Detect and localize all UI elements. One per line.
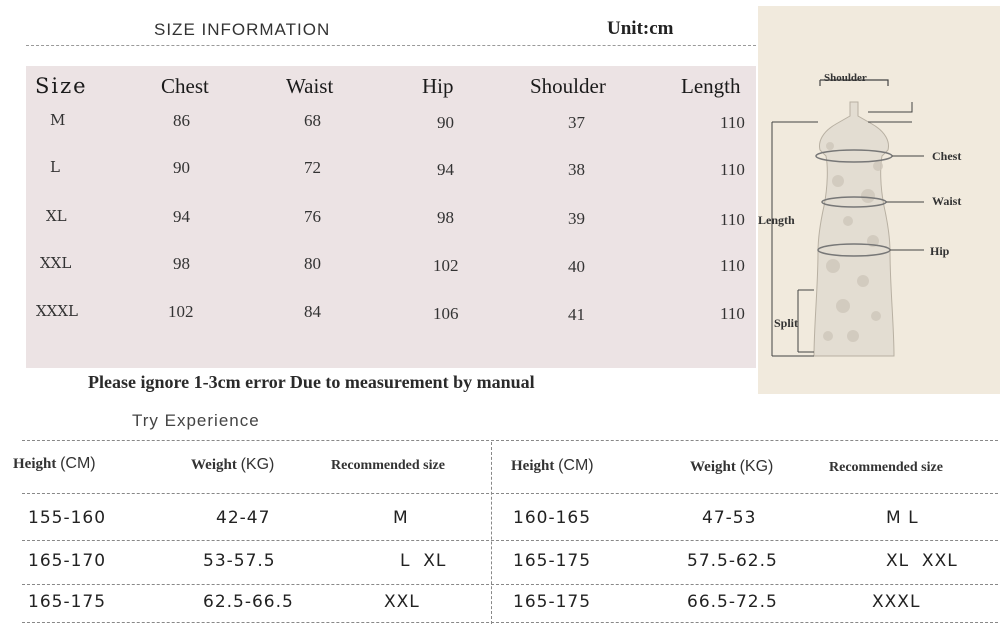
length-cell: 110 <box>720 304 745 323</box>
chest-cell: 94 <box>173 207 190 226</box>
waist-cell: 80 <box>304 254 321 273</box>
table-divider <box>22 440 998 441</box>
column-header-shoulder: Shoulder <box>530 74 606 98</box>
header-divider <box>26 45 756 46</box>
weight-header: Weight (KG) <box>690 458 774 475</box>
length-cell: 110 <box>720 113 745 132</box>
height-value: 165-170 <box>28 551 107 571</box>
waist-cell: 84 <box>304 302 321 321</box>
size-cell: XL <box>46 207 67 225</box>
weight-value: 53-57.5 <box>203 551 276 571</box>
hip-cell: 98 <box>437 208 454 227</box>
hip-cell: 106 <box>433 304 459 323</box>
weight-value: 47-53 <box>702 508 757 528</box>
height-value: 165-175 <box>513 551 592 571</box>
measurement-note: Please ignore 1-3cm error Due to measure… <box>88 372 535 392</box>
recommended-size-value: XL XXL <box>886 551 958 571</box>
height-value: 165-175 <box>513 592 592 612</box>
waist-cell: 68 <box>304 111 321 130</box>
recommended-size-value: M L <box>886 508 919 528</box>
size-table <box>26 66 756 368</box>
recommended-size-value: XXL <box>384 592 420 612</box>
column-header-length: Length <box>681 74 741 98</box>
weight-value: 66.5-72.5 <box>687 592 778 612</box>
hip-label: Hip <box>930 244 950 258</box>
table-divider <box>22 584 998 585</box>
length-label: Length <box>758 213 795 227</box>
chest-cell: 90 <box>173 158 190 177</box>
weight-value: 57.5-62.5 <box>687 551 778 571</box>
shoulder-cell: 40 <box>568 257 585 276</box>
length-cell: 110 <box>720 160 745 179</box>
height-value: 155-160 <box>28 508 107 528</box>
unit-label: Unit:cm <box>607 18 674 39</box>
weight-value: 62.5-66.5 <box>203 592 294 612</box>
height-value: 160-165 <box>513 508 592 528</box>
column-header-hip: Hip <box>422 74 454 98</box>
dress-illustration <box>771 79 924 357</box>
recommended-size-value: L XL <box>400 551 447 571</box>
recommended-size-value: XXXL <box>872 592 921 612</box>
waist-label: Waist <box>932 194 962 208</box>
chest-label: Chest <box>932 149 962 163</box>
height-value: 165-175 <box>28 592 107 612</box>
table-divider <box>22 622 998 623</box>
length-cell: 110 <box>720 210 745 229</box>
shoulder-label: Shoulder <box>824 72 867 84</box>
recommended-size-header: Recommended size <box>829 460 943 475</box>
height-header: Height (CM) <box>13 455 96 472</box>
hip-cell: 90 <box>437 113 454 132</box>
chest-cell: 98 <box>173 254 190 273</box>
size-cell: L <box>50 158 60 176</box>
height-header: Height (CM) <box>511 457 594 474</box>
hip-cell: 102 <box>433 256 459 275</box>
table-divider <box>22 493 998 494</box>
column-divider <box>491 442 492 624</box>
column-header-waist: Waist <box>286 74 334 98</box>
dress-measurement-diagram: Shoulder Chest Waist Length Hip Split <box>758 6 1000 394</box>
chest-cell: 86 <box>173 111 190 130</box>
size-cell: XXXL <box>36 302 78 320</box>
length-cell: 110 <box>720 256 745 275</box>
shoulder-cell: 37 <box>568 113 585 132</box>
chest-cell: 102 <box>168 302 194 321</box>
try-experience-title: Try Experience <box>132 411 260 430</box>
shoulder-cell: 41 <box>568 305 585 324</box>
recommended-size-header: Recommended size <box>331 458 445 473</box>
shoulder-cell: 39 <box>568 209 585 228</box>
column-header-chest: Chest <box>161 74 209 98</box>
recommended-size-value: M <box>393 508 409 528</box>
size-cell: XXL <box>40 254 72 272</box>
table-divider <box>22 540 998 541</box>
weight-value: 42-47 <box>216 508 271 528</box>
column-header-size: Size <box>35 74 88 98</box>
size-cell: M <box>50 111 66 129</box>
waist-cell: 76 <box>304 207 321 226</box>
size-information-title: SIZE INFORMATION <box>154 20 331 39</box>
split-label: Split <box>774 316 799 330</box>
waist-cell: 72 <box>304 158 321 177</box>
shoulder-cell: 38 <box>568 160 585 179</box>
weight-header: Weight (KG) <box>191 456 275 473</box>
hip-cell: 94 <box>437 160 454 179</box>
